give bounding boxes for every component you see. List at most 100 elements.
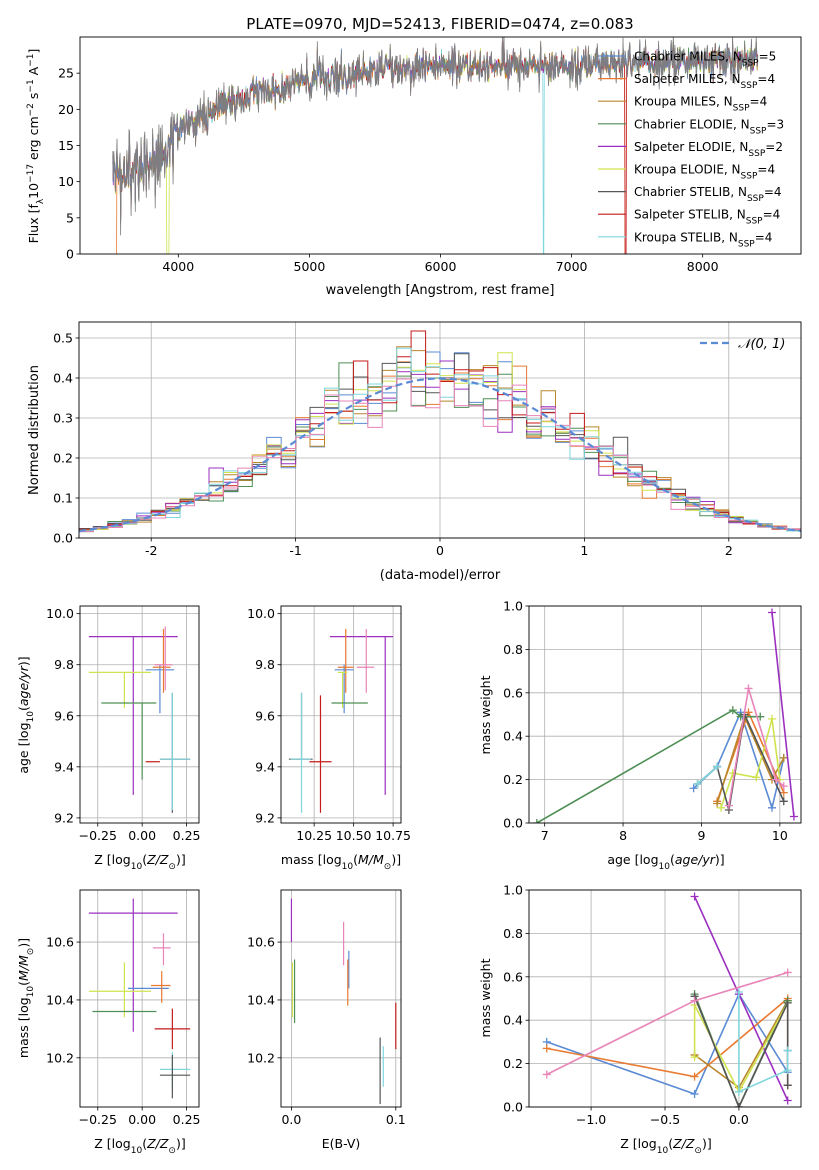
series-salpeter-elodie xyxy=(690,892,792,1105)
label-part: =4 xyxy=(757,163,775,177)
x-tick-label: 10.75 xyxy=(375,828,411,843)
y-axis-label: mass [log10(M/M⊙)] xyxy=(16,938,36,1058)
label-part: SSP xyxy=(748,149,765,159)
label-part: Z [log xyxy=(94,852,130,867)
label-part: −1 xyxy=(26,54,36,67)
x-tick-label: 7000 xyxy=(556,259,588,274)
label-part: age/yr xyxy=(16,665,31,706)
x-axis-label: Z [log10(Z/Z⊙)] xyxy=(94,1136,185,1156)
errorbar-extra_pink xyxy=(152,933,171,966)
x-axis-label: age [log10(age/yr)] xyxy=(607,852,724,872)
legend-entry: Kroupa MILES, NSSP=4 xyxy=(634,95,767,114)
y-axis-label: Normed distribution xyxy=(27,365,42,495)
label-part: ( xyxy=(16,981,31,986)
series-marker xyxy=(752,773,761,782)
series-line xyxy=(694,1000,789,1089)
residual-hist-extra_pink xyxy=(79,377,801,533)
y-tick-label: 10.0 xyxy=(46,606,74,621)
x-axis-label: Z [log10(Z/Z⊙)] xyxy=(94,852,185,872)
series-marker xyxy=(724,801,733,810)
errorbar-salpeter-stelib xyxy=(309,695,332,813)
series-salpeter-elodie xyxy=(767,608,798,821)
label-part: 10 xyxy=(26,986,36,998)
y-tick-label: 0.2 xyxy=(53,451,73,466)
series-marker xyxy=(783,1046,792,1055)
label-part: age [log xyxy=(16,722,31,773)
label-part: SSP xyxy=(742,59,759,69)
label-part: 10 xyxy=(26,711,36,723)
series-marker xyxy=(690,1053,699,1062)
series-marker xyxy=(542,1070,551,1079)
x-tick-label: 7 xyxy=(541,828,549,843)
y-tick-label: 10.4 xyxy=(46,992,74,1007)
x-tick-label: 8000 xyxy=(687,259,719,274)
series-marker xyxy=(771,775,780,784)
y-tick-label: 10.6 xyxy=(247,935,275,950)
series-marker xyxy=(789,812,798,821)
label-part: 10 xyxy=(659,862,671,872)
label-part: SSP xyxy=(733,104,750,114)
y-tick-label: 0.4 xyxy=(503,729,523,744)
series-extra_pink xyxy=(724,684,788,810)
y-tick-label: 5 xyxy=(66,210,74,225)
series-marker xyxy=(783,1066,792,1075)
spectrum-data xyxy=(112,37,759,236)
label-part: ( xyxy=(142,852,147,867)
series-marker xyxy=(783,1096,792,1105)
label-part: )] xyxy=(715,852,725,867)
series-marker xyxy=(734,1103,743,1107)
series-marker xyxy=(542,1044,551,1053)
label-part: λ xyxy=(36,198,46,204)
x-axis-label: E(B-V) xyxy=(322,1136,361,1151)
y-tick-label: 15 xyxy=(58,138,74,153)
label-part: SSP xyxy=(741,81,758,91)
x-tick-label: 0.0 xyxy=(281,1112,301,1127)
x-tick-label: 6000 xyxy=(425,259,457,274)
series-marker xyxy=(779,782,788,791)
y-tick-label: 0.2 xyxy=(503,1056,523,1071)
axes-spectrum: 4000 5000 6000 7000 8000 0 5 10 15 20 25 wavelength… xyxy=(26,36,802,298)
errorbar-salpeter-elodie xyxy=(88,898,178,1032)
series-marker xyxy=(779,797,788,806)
series-marker xyxy=(728,706,737,715)
label-part: =4 xyxy=(763,208,781,222)
label-part: Chabrier STELIB, N xyxy=(634,185,747,199)
series-marker xyxy=(690,1089,699,1098)
series-extra_pink xyxy=(542,968,792,1079)
label-part: SSP xyxy=(746,217,763,227)
label-part: Salpeter STELIB, N xyxy=(634,208,746,222)
label-part: ( xyxy=(142,1136,147,1151)
y-axis-label: mass weight xyxy=(478,958,493,1037)
x-tick-label: 8 xyxy=(619,828,627,843)
y-tick-label: 10 xyxy=(58,174,74,189)
series-kroupa-elodie xyxy=(690,998,792,1096)
legend-entry: Chabrier ELODIE, NSSP=3 xyxy=(634,117,784,136)
errorbar-salpeter-miles xyxy=(151,971,171,1003)
label-part: SSP xyxy=(738,239,755,249)
label-part: =4 xyxy=(764,185,782,199)
label-part: SSP xyxy=(741,172,758,182)
label-part: Kroupa ELODIE, N xyxy=(634,163,741,177)
x-tick-label: −0.5 xyxy=(650,1112,680,1127)
series-marker xyxy=(734,987,743,996)
axes-frame xyxy=(528,605,802,824)
x-axis-label: (data-model)/error xyxy=(380,568,501,583)
errorbar-salpeter-miles xyxy=(152,628,171,693)
series-kroupa-elodie xyxy=(717,714,784,812)
label-part: SSP xyxy=(747,194,764,204)
plot-area-mass_vs_Z xyxy=(88,898,191,1099)
plot-area-spectrum xyxy=(112,37,759,254)
y-tick-label: 10.0 xyxy=(247,606,275,621)
axes-frame xyxy=(79,889,200,1108)
y-tick-label: 9.8 xyxy=(54,657,74,672)
legend-entry: Salpeter STELIB, NSSP=4 xyxy=(634,208,780,227)
x-tick-label: 5000 xyxy=(294,259,326,274)
errorbar-salpeter-miles xyxy=(337,628,354,693)
y-tick-label: 0.1 xyxy=(53,491,73,506)
errorbar-chabrier-miles xyxy=(145,664,175,714)
series-line xyxy=(771,612,795,817)
plot-area-age_vs_Z xyxy=(88,626,191,813)
axes-age_vs_mass: 10.25 10.50 10.75 9.2 9.4 9.6 9.8 10.0 mass [log… xyxy=(247,605,411,872)
